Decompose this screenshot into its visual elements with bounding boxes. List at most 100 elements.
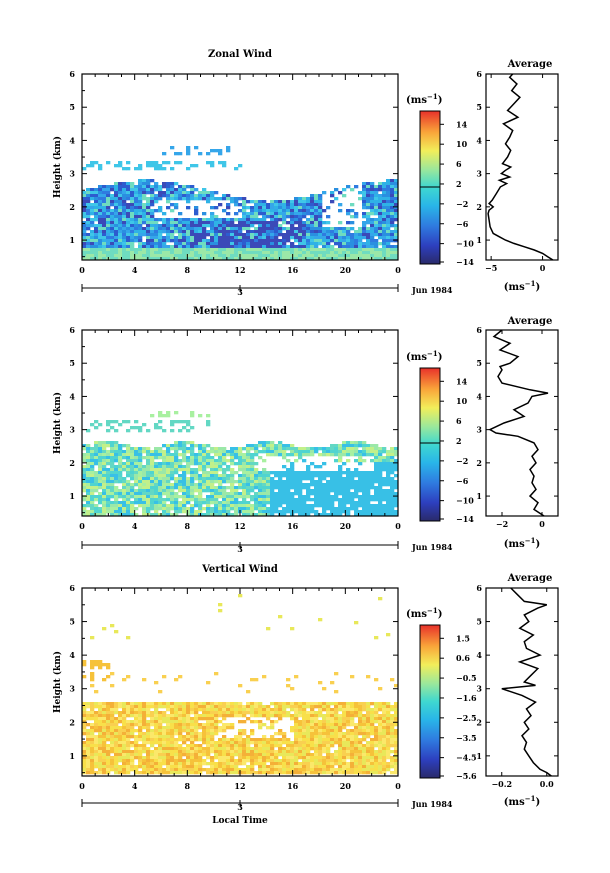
heatmap-cell (102, 507, 107, 511)
heatmap-cell (82, 471, 87, 475)
heatmap-cell (158, 720, 163, 724)
heatmap-cell (186, 206, 191, 210)
heatmap-cell (186, 224, 191, 228)
heatmap-cell (146, 221, 151, 225)
heatmap-cell (230, 218, 235, 222)
heatmap-cell (318, 483, 323, 487)
heatmap-cell (206, 480, 211, 484)
heatmap-cell (266, 495, 271, 499)
heatmap-cell (330, 744, 335, 748)
heatmap-cell (98, 771, 103, 775)
heatmap-cell (266, 756, 271, 760)
heatmap-cell (266, 251, 271, 255)
heatmap-cell (278, 744, 283, 748)
heatmap-cell (90, 474, 95, 478)
heatmap-cell (150, 744, 155, 748)
heatmap-cell (190, 507, 195, 511)
heatmap-cell (294, 714, 299, 718)
heatmap-cell (106, 248, 111, 252)
heatmap-cell (262, 498, 267, 502)
heatmap-cell (310, 738, 315, 742)
heatmap-cell (294, 221, 299, 225)
heatmap-cell (294, 732, 299, 736)
heatmap-cell (170, 708, 175, 712)
heatmap-cell (238, 768, 243, 772)
heatmap-cell (158, 513, 163, 517)
heatmap-cell (106, 750, 111, 754)
heatmap-cell (258, 762, 263, 766)
heatmap-cell (142, 714, 147, 718)
heatmap-cell (206, 239, 211, 243)
heatmap-cell (82, 507, 87, 511)
heatmap-cell (286, 486, 291, 490)
heatmap-cell (146, 504, 151, 508)
heatmap-cell (166, 510, 171, 514)
heatmap-cell (238, 744, 243, 748)
heatmap-cell (302, 750, 307, 754)
heatmap-cell (90, 678, 95, 682)
heatmap-cell (382, 224, 387, 228)
heatmap-cell (282, 759, 287, 763)
heatmap-cell (226, 486, 231, 490)
heatmap-cell (118, 230, 123, 234)
heatmap-cell (126, 450, 131, 454)
heatmap-cell (134, 194, 139, 198)
heatmap-cell (314, 203, 319, 207)
heatmap-cell (202, 221, 207, 225)
heatmap-cell (310, 483, 315, 487)
heatmap-cell (126, 480, 131, 484)
heatmap-cell (218, 501, 223, 505)
heatmap-cell (110, 471, 115, 475)
heatmap-cell (110, 450, 115, 454)
heatmap-cell (234, 495, 239, 499)
heatmap-cell (194, 227, 199, 231)
heatmap-cell (258, 513, 263, 517)
heatmap-cell (278, 441, 283, 445)
heatmap-cell (182, 759, 187, 763)
heatmap-cell (202, 465, 207, 469)
heatmap-cell (374, 239, 379, 243)
heatmap-cell (290, 756, 295, 760)
heatmap-cell (246, 510, 251, 514)
heatmap-cell (294, 675, 299, 679)
heatmap-cell (350, 492, 355, 496)
heatmap-cell (318, 254, 323, 258)
heatmap-cell (114, 771, 119, 775)
heatmap-cell (310, 218, 315, 222)
heatmap-cell (242, 203, 247, 207)
heatmap-cell (214, 447, 219, 451)
heatmap-cell (114, 450, 119, 454)
heatmap-cell (122, 702, 127, 706)
heatmap-cell (138, 200, 143, 204)
heatmap-cell (186, 732, 191, 736)
heatmap-cell (178, 720, 183, 724)
heatmap-cell (354, 239, 359, 243)
heatmap-cell (366, 507, 371, 511)
heatmap-cell (122, 450, 127, 454)
heatmap-cell (322, 257, 327, 261)
heatmap-cell (94, 215, 99, 219)
heatmap-cell (114, 459, 119, 463)
heatmap-cell (122, 453, 127, 457)
heatmap-cell (382, 236, 387, 240)
heatmap-cell (182, 426, 187, 430)
heatmap-cell (282, 711, 287, 715)
heatmap-cell (214, 221, 219, 225)
heatmap-cell (370, 498, 375, 502)
heatmap-cell (126, 732, 131, 736)
heatmap-cell (190, 768, 195, 772)
heatmap-cell (202, 501, 207, 505)
heatmap-cell (326, 245, 331, 249)
heatmap-cell (278, 501, 283, 505)
heatmap-cell (366, 191, 371, 195)
heatmap-cell (118, 756, 123, 760)
heatmap-cell (282, 501, 287, 505)
heatmap-cell (90, 164, 95, 168)
heatmap-cell (102, 765, 107, 769)
heatmap-cell (230, 726, 235, 730)
heatmap-cell (226, 501, 231, 505)
heatmap-cell (282, 495, 287, 499)
heatmap-cell (162, 498, 167, 502)
heatmap-cell (166, 498, 171, 502)
